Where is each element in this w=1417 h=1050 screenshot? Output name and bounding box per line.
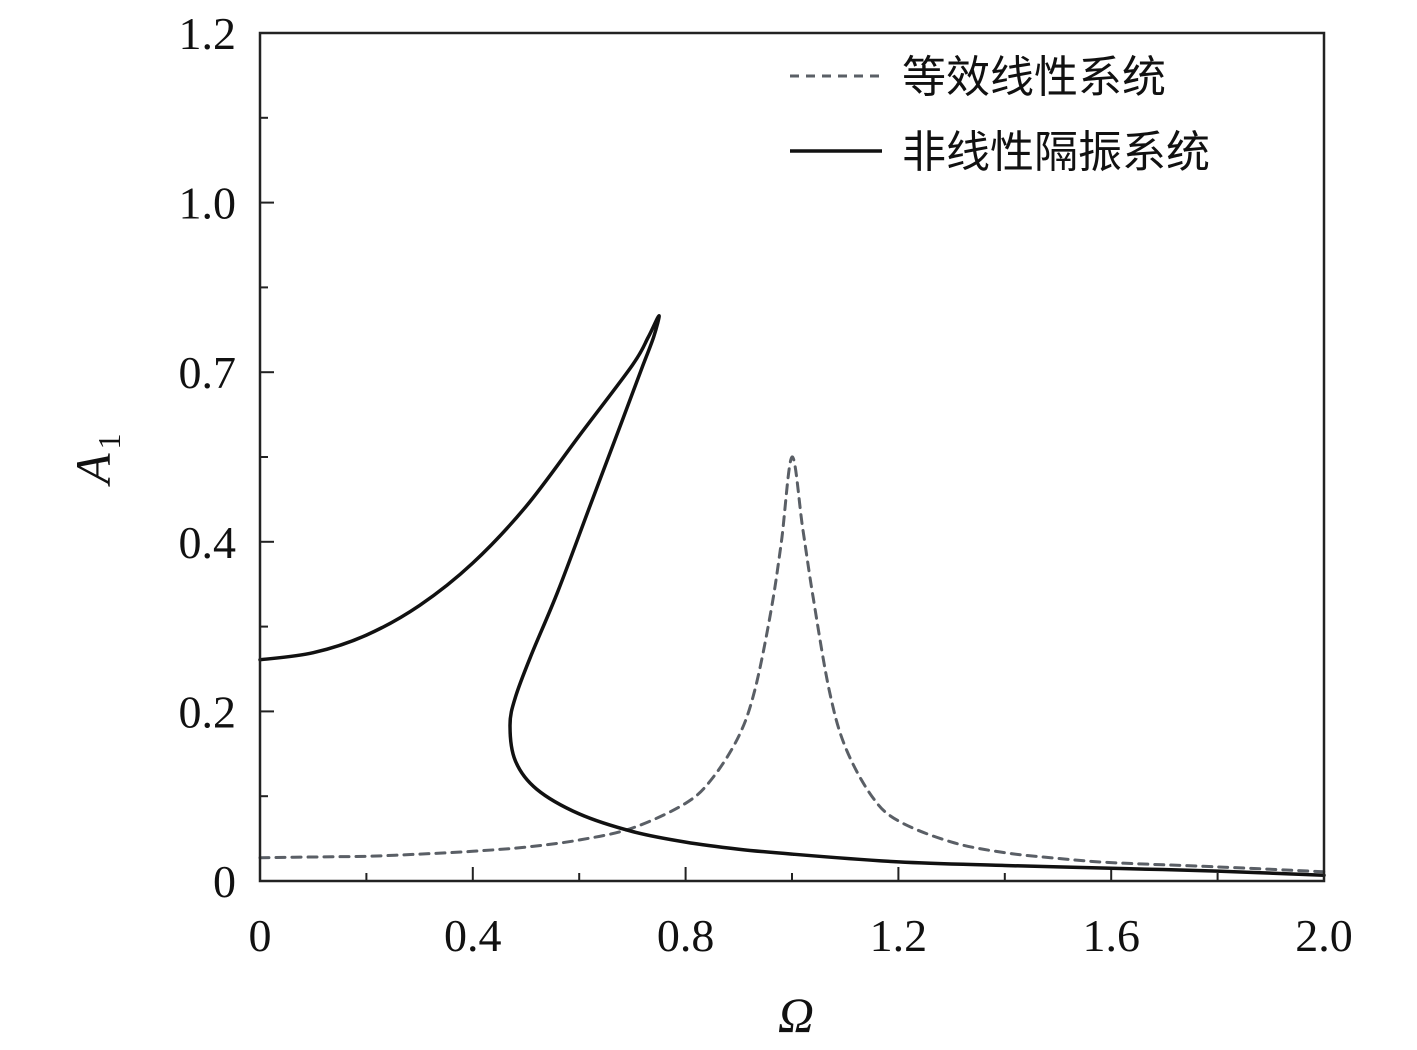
x-tick-label: 0.8 [657,910,715,961]
y-axis-title-main: A [65,453,121,487]
y-tick-label: 1.2 [179,8,237,59]
y-tick-label: 0.4 [179,517,237,568]
series-line-nonlinear [258,313,1326,878]
legend-label-nonlinear: 非线性隔振系统 [902,127,1210,178]
x-tick-label: 1.6 [1082,910,1140,961]
y-tick-label: 0 [213,856,236,907]
y-axis-ticks [260,32,274,882]
y-tick-label: 0.2 [179,686,237,737]
y-axis-tick-labels: 0 0.2 0.4 0.7 1.0 1.2 [179,8,237,907]
x-axis-tick-labels: 0 0.4 0.8 1.2 1.6 2.0 [249,910,1353,961]
series-layer [258,313,1326,878]
series-line-linear [258,455,1326,874]
x-tick-label: 0.4 [444,910,502,961]
y-axis-title-group: A1 [65,433,127,487]
legend-label-linear: 等效线性系统 [902,52,1166,103]
x-axis-title: Ω [778,987,814,1043]
plot-frame [258,31,1326,883]
y-tick-label: 0.7 [179,347,237,398]
y-axis-title: A1 [65,433,127,487]
x-tick-label: 0 [249,910,272,961]
x-tick-label: 1.2 [870,910,928,961]
legend: 等效线性系统 非线性隔振系统 [790,52,1210,178]
x-tick-label: 2.0 [1295,910,1353,961]
y-tick-label: 1.0 [179,178,237,229]
y-axis-title-subscript: 1 [91,433,127,449]
